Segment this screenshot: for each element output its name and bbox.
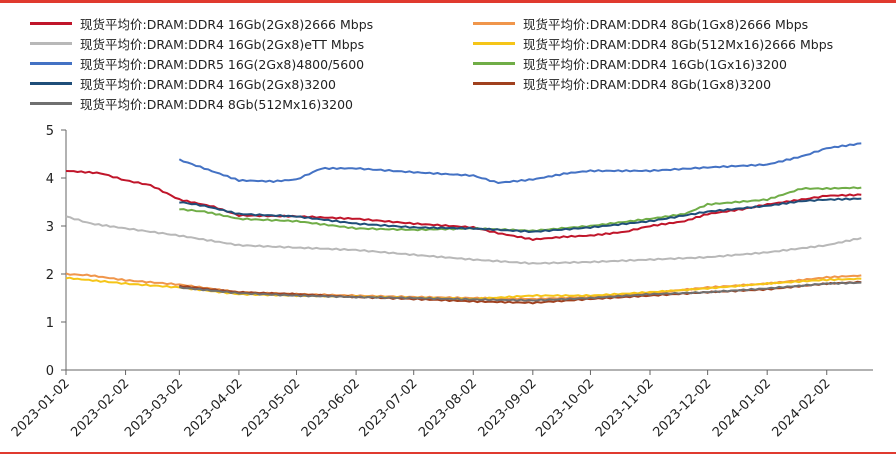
- legend-swatch-6: [30, 81, 72, 85]
- y-tick-label: 1: [46, 316, 54, 331]
- series-line-6: [179, 197, 862, 233]
- legend-label-3: 现货平均价:DRAM:DDR4 8Gb(512Mx16)2666 Mbps: [523, 36, 834, 52]
- y-tick-label: 5: [46, 124, 54, 139]
- y-tick-label: 3: [46, 220, 54, 235]
- legend-label-5: 现货平均价:DRAM:DDR4 16Gb(1Gx16)3200: [523, 56, 787, 72]
- x-tick-label: 2023-11-02: [593, 376, 657, 440]
- series-line-8: [179, 281, 862, 302]
- y-tick-label: 2: [46, 268, 54, 283]
- legend-swatch-4: [30, 61, 72, 65]
- legend-item-6: 现货平均价:DRAM:DDR4 16Gb(2Gx8)3200: [30, 74, 336, 92]
- legend-item-2: 现货平均价:DRAM:DDR4 16Gb(2Gx8)eTT Mbps: [30, 34, 364, 52]
- legend-item-3: 现货平均价:DRAM:DDR4 8Gb(512Mx16)2666 Mbps: [473, 34, 833, 52]
- legend-swatch-7: [473, 81, 515, 85]
- legend-label-4: 现货平均价:DRAM:DDR5 16G(2Gx8)4800/5600: [80, 56, 365, 72]
- y-tick-label: 4: [46, 172, 54, 187]
- x-tick-label: 2023-12-02: [650, 376, 714, 440]
- legend-label-6: 现货平均价:DRAM:DDR4 16Gb(2Gx8)3200: [80, 76, 337, 92]
- legend-item-5: 现货平均价:DRAM:DDR4 16Gb(1Gx16)3200: [473, 54, 787, 72]
- legend-item-0: 现货平均价:DRAM:DDR4 16Gb(2Gx8)2666 Mbps: [30, 14, 373, 32]
- legend-item-4: 现货平均价:DRAM:DDR5 16G(2Gx8)4800/5600: [30, 54, 364, 72]
- x-tick-label: 2023-06-02: [299, 376, 363, 440]
- x-tick-label: 2023-07-02: [357, 376, 421, 440]
- legend-swatch-5: [473, 61, 515, 65]
- legend-label-1: 现货平均价:DRAM:DDR4 8Gb(1Gx8)2666 Mbps: [523, 16, 809, 32]
- x-tick-label: 2023-03-02: [122, 376, 186, 440]
- x-tick-label: 2023-05-02: [239, 376, 303, 440]
- x-tick-label: 2023-01-02: [9, 376, 73, 440]
- legend-label-2: 现货平均价:DRAM:DDR4 16Gb(2Gx8)eTT Mbps: [80, 36, 365, 52]
- bottom-rule: [0, 452, 896, 454]
- legend-label-7: 现货平均价:DRAM:DDR4 8Gb(1Gx8)3200: [523, 76, 772, 92]
- legend-swatch-2: [30, 41, 72, 45]
- legend-swatch-3: [473, 41, 515, 45]
- x-tick-label: 2024-01-02: [710, 376, 774, 440]
- legend-swatch-8: [30, 101, 72, 105]
- legend-label-0: 现货平均价:DRAM:DDR4 16Gb(2Gx8)2666 Mbps: [80, 16, 374, 32]
- legend-item-1: 现货平均价:DRAM:DDR4 8Gb(1Gx8)2666 Mbps: [473, 14, 808, 32]
- x-tick-label: 2023-10-02: [533, 376, 597, 440]
- x-tick-label: 2023-09-02: [476, 376, 540, 440]
- series-line-4: [178, 142, 862, 184]
- legend-swatch-1: [473, 21, 515, 25]
- legend-item-7: 现货平均价:DRAM:DDR4 8Gb(1Gx8)3200: [473, 74, 771, 92]
- series-line-2: [65, 215, 862, 265]
- legend-item-8: 现货平均价:DRAM:DDR4 8Gb(512Mx16)3200: [30, 94, 353, 112]
- legend: 现货平均价:DRAM:DDR4 16Gb(2Gx8)2666 Mbps 现货平均价…: [0, 14, 896, 124]
- y-tick-label: 0: [46, 364, 54, 379]
- x-tick-label: 2023-04-02: [182, 376, 246, 440]
- legend-swatch-0: [30, 21, 72, 25]
- series-line-5: [179, 186, 862, 233]
- x-tick-label: 2023-08-02: [416, 376, 480, 440]
- legend-label-8: 现货平均价:DRAM:DDR4 8Gb(512Mx16)3200: [80, 96, 354, 112]
- x-tick-label: 2024-02-02: [770, 376, 834, 440]
- top-rule: [0, 0, 896, 3]
